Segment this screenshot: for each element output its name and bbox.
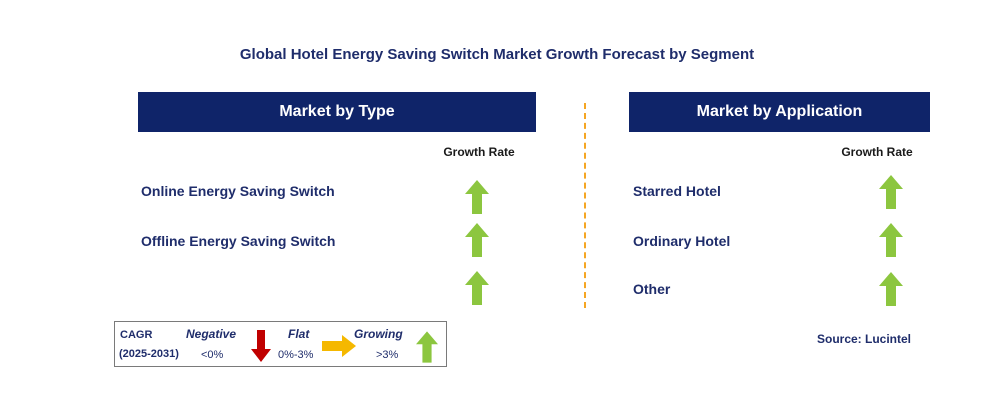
legend-negative-range: <0% <box>201 349 224 361</box>
growing-arrow-icon <box>879 175 903 209</box>
source-label: Source: Lucintel <box>817 332 912 346</box>
cagr-legend: CAGR (2025-2031) Negative <0% Flat 0%-3%… <box>114 321 447 367</box>
type-growth-rate-label: Growth Rate <box>443 145 515 159</box>
growing-arrow-icon <box>465 180 489 214</box>
market-by-application-header-label: Market by Application <box>696 103 863 120</box>
legend-growing-label: Growing <box>354 327 403 341</box>
growing-arrow-icon <box>879 223 903 257</box>
panel-divider <box>584 103 586 308</box>
legend-cagr-label: CAGR <box>120 329 153 341</box>
flat-arrow-icon <box>322 335 356 357</box>
legend-growing-range: >3% <box>376 349 399 361</box>
market-by-type-header: Market by Type <box>138 92 536 132</box>
chart-title: Global Hotel Energy Saving Switch Market… <box>239 46 755 63</box>
legend-flat-range: 0%-3% <box>278 349 314 361</box>
legend-period: (2025-2031) <box>119 348 179 360</box>
market-by-type-header-label: Market by Type <box>279 103 395 120</box>
type-row-label: Offline Energy Saving Switch <box>141 233 336 249</box>
growing-arrow-icon <box>416 331 438 363</box>
growing-arrow-icon <box>465 271 489 305</box>
application-row-label: Other <box>633 281 671 297</box>
application-growth-rate-label: Growth Rate <box>841 145 913 159</box>
legend-flat-label: Flat <box>288 327 310 341</box>
growing-arrow-icon <box>465 223 489 257</box>
growing-arrow-icon <box>879 272 903 306</box>
application-row-label: Starred Hotel <box>633 183 721 199</box>
negative-arrow-icon <box>251 330 271 362</box>
type-row-label: Online Energy Saving Switch <box>141 183 335 199</box>
legend-negative-label: Negative <box>186 327 237 341</box>
market-by-application-header: Market by Application <box>629 92 930 132</box>
application-row-label: Ordinary Hotel <box>633 233 731 249</box>
